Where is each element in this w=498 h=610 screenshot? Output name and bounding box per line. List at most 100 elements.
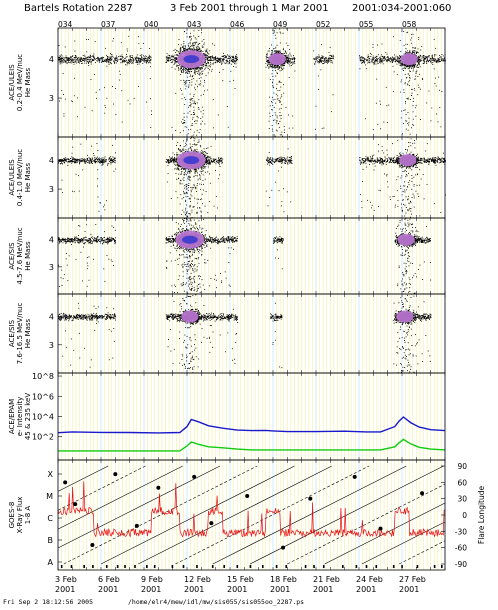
data-point	[402, 63, 404, 64]
data-point	[182, 47, 183, 48]
data-point	[400, 81, 402, 83]
data-point	[173, 60, 175, 62]
data-point	[129, 59, 131, 61]
data-point	[405, 64, 407, 66]
data-point	[94, 58, 96, 60]
data-point	[406, 77, 407, 79]
data-point	[289, 48, 290, 50]
data-point	[204, 65, 206, 66]
data-point	[224, 56, 226, 58]
data-point	[88, 65, 90, 66]
data-point	[69, 58, 71, 59]
data-point	[319, 61, 321, 63]
data-point	[207, 62, 209, 63]
data-point	[441, 59, 443, 61]
data-point	[211, 70, 213, 72]
data-point	[234, 88, 236, 89]
data-point	[415, 72, 417, 74]
data-point	[276, 98, 278, 100]
data-point	[190, 114, 192, 115]
data-point	[135, 61, 137, 63]
data-point	[277, 65, 279, 67]
data-point	[405, 114, 407, 115]
data-point	[394, 60, 396, 62]
data-point	[180, 69, 182, 71]
top-doy-axis: 034 037 040 043 046 049 052 055 058	[58, 20, 417, 29]
data-point	[211, 56, 213, 58]
data-point	[191, 84, 193, 86]
data-point	[409, 66, 411, 68]
data-point	[404, 82, 406, 84]
data-point	[184, 84, 186, 86]
data-point	[317, 57, 319, 59]
data-point	[441, 91, 443, 92]
data-point	[219, 59, 221, 61]
data-point	[329, 46, 331, 48]
data-point	[197, 45, 199, 47]
data-point	[393, 58, 394, 60]
data-point	[62, 56, 64, 58]
data-point	[380, 61, 382, 63]
data-point	[416, 53, 417, 54]
data-point	[98, 59, 100, 61]
data-point	[83, 58, 85, 59]
data-point	[359, 57, 361, 58]
data-point	[170, 60, 171, 61]
data-point	[90, 58, 92, 60]
data-point	[107, 56, 109, 57]
data-point	[283, 84, 284, 86]
data-point	[74, 40, 76, 42]
data-point	[60, 54, 62, 56]
data-point	[183, 70, 185, 72]
data-point	[193, 78, 195, 80]
data-point	[321, 44, 322, 46]
data-point	[111, 56, 113, 57]
data-point	[388, 56, 389, 58]
data-point	[101, 58, 103, 59]
data-point	[267, 61, 269, 63]
data-point	[184, 50, 186, 51]
data-point	[292, 61, 294, 63]
data-point	[141, 57, 143, 59]
data-point	[392, 62, 393, 63]
data-point	[285, 61, 287, 63]
data-point	[197, 46, 199, 48]
data-point	[66, 57, 68, 59]
data-point	[189, 69, 190, 70]
data-point	[175, 51, 176, 53]
data-point	[86, 57, 88, 59]
data-point	[378, 58, 380, 59]
data-point	[432, 55, 433, 57]
data-point	[177, 64, 178, 66]
data-point	[84, 54, 86, 56]
data-point	[106, 59, 108, 61]
data-point	[89, 60, 91, 62]
data-point	[420, 49, 422, 51]
data-point	[113, 60, 114, 62]
y-tick-label: 3	[49, 94, 54, 103]
data-point	[279, 66, 281, 67]
data-point	[292, 57, 294, 59]
data-point	[409, 76, 411, 78]
data-point	[289, 54, 291, 56]
data-point	[207, 53, 209, 55]
data-point	[281, 69, 283, 71]
data-point	[217, 114, 219, 116]
data-point	[282, 32, 284, 34]
data-point	[268, 64, 270, 66]
data-point	[294, 62, 296, 64]
data-point	[190, 104, 191, 106]
data-point	[332, 62, 333, 64]
data-point	[329, 58, 330, 60]
data-point	[325, 60, 327, 62]
data-point	[171, 61, 173, 63]
data-point	[183, 79, 185, 81]
data-point	[411, 89, 413, 90]
data-point	[426, 63, 428, 64]
data-point	[314, 63, 316, 65]
data-point	[189, 41, 191, 43]
data-point	[74, 50, 76, 52]
data-point	[127, 60, 129, 61]
data-point	[332, 56, 334, 58]
data-point	[136, 57, 138, 59]
